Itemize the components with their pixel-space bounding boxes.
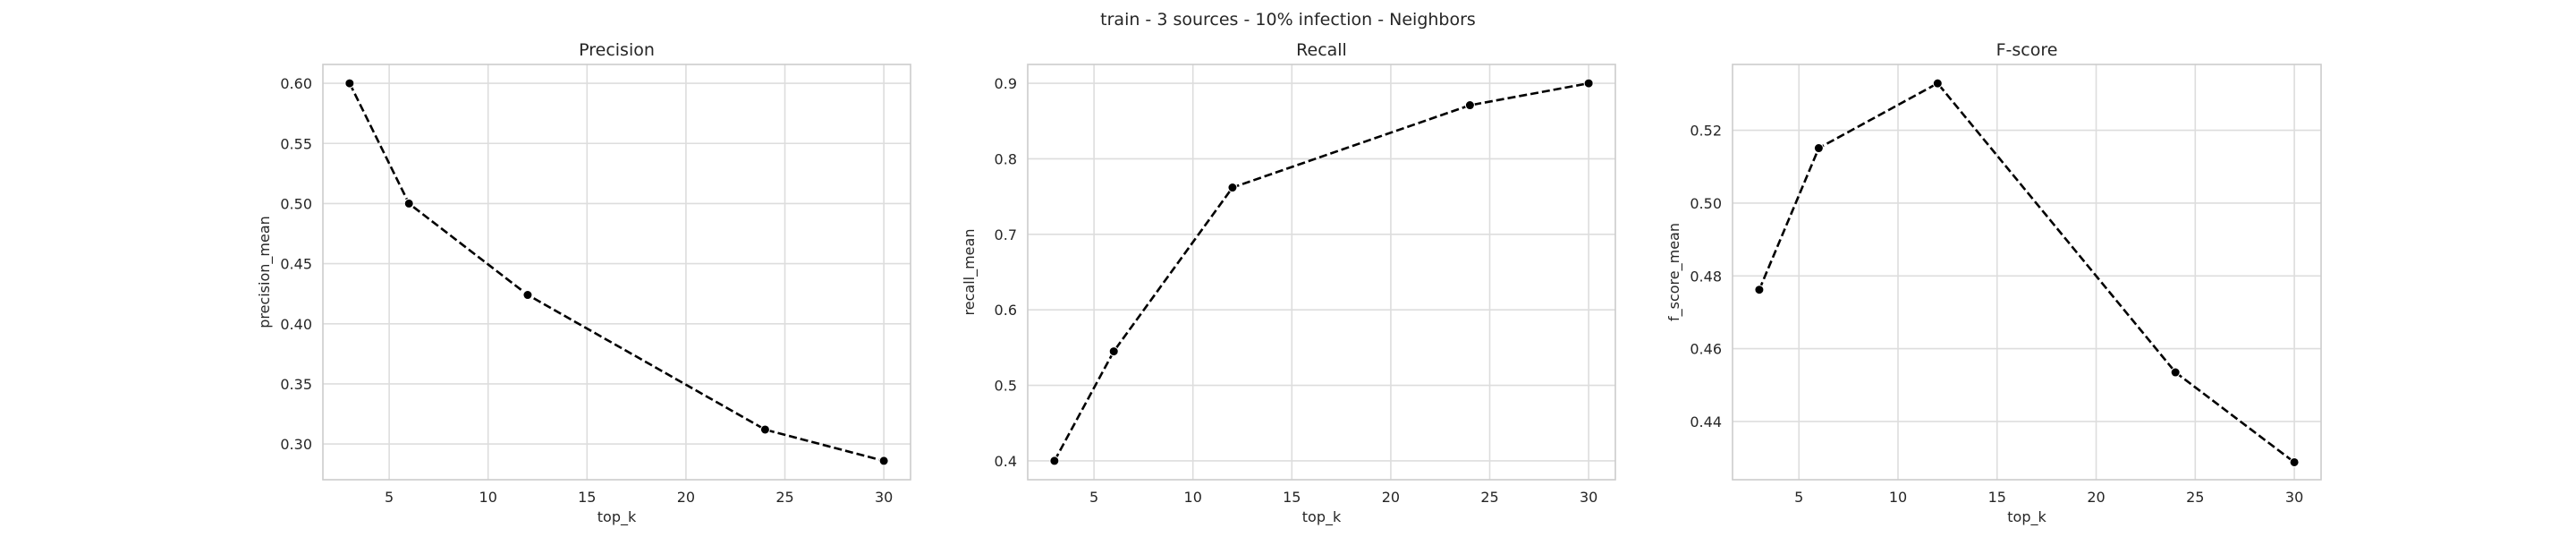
- f-score-title: F-score: [1996, 40, 2058, 60]
- recall-x-tick-label: 15: [1283, 489, 1301, 506]
- subplot-f-score: 5 10 15 20 25 30 0.44 0.46 0.48 0.50 0.52 F-score to…: [1665, 40, 2322, 526]
- recall-y-tick-label: 0.7: [995, 226, 1017, 243]
- precision-data-point: [403, 198, 414, 209]
- recall-y-tick-label: 0.8: [995, 150, 1017, 167]
- recall-y-tick-label: 0.9: [995, 75, 1017, 92]
- precision-y-tick-label: 0.50: [280, 195, 312, 212]
- recall-x-tick-label: 5: [1089, 489, 1098, 506]
- f-score-data-point: [2170, 367, 2181, 378]
- precision-y-axis-label: precision_mean: [256, 216, 274, 328]
- f-score-data-point: [1813, 143, 1824, 154]
- f-score-x-tick-label: 20: [2087, 489, 2105, 506]
- f-score-axes-frame: [1732, 64, 2322, 481]
- f-score-y-tick-label: 0.50: [1690, 195, 1722, 212]
- precision-data-point: [522, 290, 533, 301]
- precision-x-tick-label: 20: [677, 489, 695, 506]
- f-score-series-line: [1758, 81, 2295, 464]
- precision-x-tick-label: 10: [479, 489, 497, 506]
- precision-y-tick-label: 0.55: [280, 135, 312, 152]
- recall-data-point: [1227, 183, 1238, 193]
- recall-y-tick-label: 0.6: [995, 302, 1017, 319]
- f-score-data-point: [1754, 285, 1765, 295]
- subplot-precision: 5 10 15 20 25 30 0.30 0.35 0.40 0.45 0.50 0.55 0.60 P…: [256, 40, 911, 526]
- f-score-x-tick-label: 5: [1794, 489, 1803, 506]
- recall-x-tick-label: 20: [1382, 489, 1400, 506]
- precision-y-tick-label: 0.40: [280, 316, 312, 333]
- recall-axes-frame: [1027, 64, 1616, 481]
- precision-x-tick-label: 5: [385, 489, 394, 506]
- f-score-x-tick-label: 30: [2285, 489, 2303, 506]
- recall-y-axis-label: recall_mean: [961, 229, 979, 316]
- f-score-y-axis-label: f_score_mean: [1665, 223, 1683, 321]
- precision-y-tick-label: 0.45: [280, 256, 312, 273]
- precision-y-tick-label: 0.35: [280, 376, 312, 393]
- f-score-x-tick-label: 15: [1988, 489, 2006, 506]
- recall-x-tick-label: 25: [1480, 489, 1498, 506]
- subplot-recall: 5 10 15 20 25 30 0.4 0.5 0.6 0.7 0.8 0.9 Recall top_k…: [961, 40, 1616, 526]
- recall-title: Recall: [1296, 40, 1347, 60]
- f-score-y-tick-label: 0.48: [1690, 268, 1722, 285]
- precision-x-tick-label: 25: [775, 489, 793, 506]
- f-score-data-point: [1932, 78, 1943, 89]
- f-score-y-tick-label: 0.52: [1690, 123, 1722, 140]
- recall-x-tick-label: 30: [1580, 489, 1597, 506]
- precision-data-point: [344, 78, 355, 89]
- recall-data-point: [1108, 346, 1119, 357]
- recall-data-point: [1049, 456, 1060, 466]
- recall-y-tick-label: 0.5: [995, 378, 1017, 395]
- f-score-y-tick-label: 0.44: [1690, 413, 1722, 430]
- recall-x-axis-label: top_k: [1302, 508, 1342, 526]
- precision-x-tick-label: 15: [578, 489, 596, 506]
- precision-title: Precision: [579, 40, 655, 60]
- f-score-x-tick-label: 25: [2186, 489, 2204, 506]
- recall-x-tick-label: 10: [1184, 489, 1202, 506]
- precision-axes-frame: [322, 64, 911, 481]
- f-score-y-tick-label: 0.46: [1690, 341, 1722, 358]
- precision-x-tick-label: 30: [875, 489, 893, 506]
- precision-data-point: [759, 424, 770, 435]
- recall-data-point: [1583, 78, 1594, 89]
- f-score-x-tick-label: 10: [1889, 489, 1907, 506]
- figure-suptitle: train - 3 sources - 10% infection - Neig…: [1100, 10, 1476, 30]
- f-score-x-axis-label: top_k: [2007, 508, 2046, 526]
- recall-y-tick-label: 0.4: [995, 453, 1017, 470]
- precision-y-tick-label: 0.60: [280, 75, 312, 92]
- precision-data-point: [878, 456, 889, 466]
- precision-x-axis-label: top_k: [597, 508, 637, 526]
- recall-data-point: [1464, 100, 1475, 111]
- precision-y-tick-label: 0.30: [280, 436, 312, 453]
- f-score-data-point: [2289, 456, 2300, 467]
